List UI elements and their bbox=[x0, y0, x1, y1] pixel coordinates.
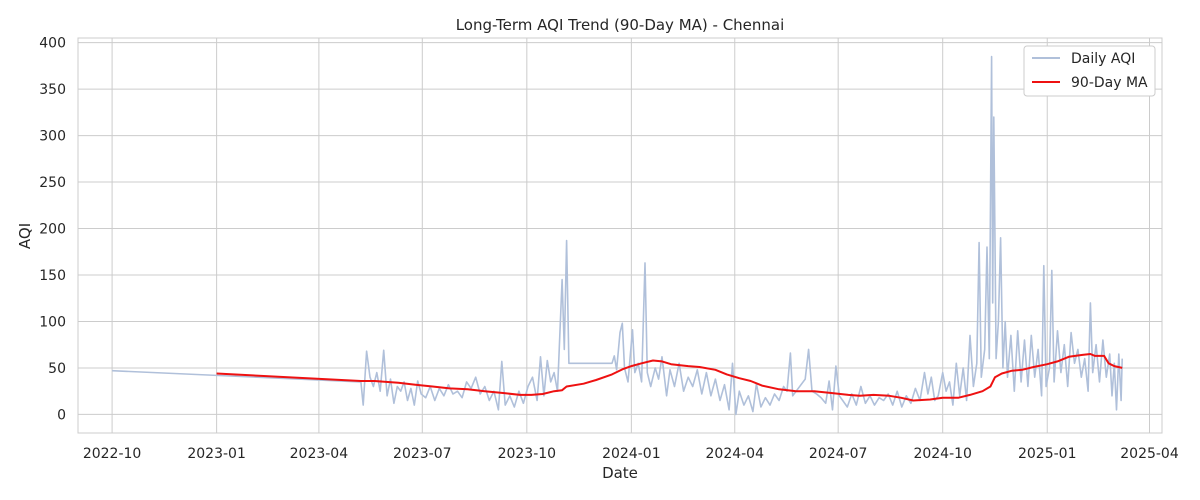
y-tick-label: 100 bbox=[39, 314, 66, 330]
y-tick-label: 350 bbox=[39, 82, 66, 98]
x-tick-label: 2022-10 bbox=[83, 446, 142, 462]
grid-lines bbox=[78, 38, 1162, 433]
y-tick-label: 300 bbox=[39, 129, 66, 145]
y-axis-label: AQI bbox=[16, 223, 34, 249]
legend-label-90-day-ma: 90-Day MA bbox=[1071, 75, 1148, 91]
y-tick-label: 50 bbox=[48, 361, 66, 377]
x-tick-label: 2023-07 bbox=[393, 446, 452, 462]
chart-legend: Daily AQI 90-Day MA bbox=[1023, 45, 1156, 97]
x-tick-label: 2024-10 bbox=[913, 446, 972, 462]
x-tick-label: 2023-01 bbox=[187, 446, 246, 462]
y-tick-label: 150 bbox=[39, 268, 66, 284]
x-tick-label: 2024-04 bbox=[706, 446, 765, 462]
series-line-daily-aqi bbox=[112, 55, 1123, 416]
x-axis-label: Date bbox=[602, 464, 638, 482]
legend-label-daily-aqi: Daily AQI bbox=[1071, 51, 1135, 67]
x-tick-label: 2023-10 bbox=[498, 446, 557, 462]
y-tick-label: 0 bbox=[57, 407, 66, 423]
series-lines bbox=[112, 55, 1123, 416]
series-line-90-day-ma bbox=[216, 353, 1123, 402]
x-tick-label: 2024-01 bbox=[602, 446, 661, 462]
x-tick-label: 2024-07 bbox=[809, 446, 868, 462]
x-tick-label: 2025-04 bbox=[1120, 446, 1179, 462]
y-axis-ticks: 0 50 100 150 200 250 300 350 400 bbox=[39, 36, 66, 424]
x-tick-label: 2023-04 bbox=[290, 446, 349, 462]
y-tick-label: 400 bbox=[39, 36, 66, 52]
chart-title: Long-Term AQI Trend (90-Day MA) - Chenna… bbox=[456, 16, 785, 34]
y-tick-label: 250 bbox=[39, 175, 66, 191]
x-axis-ticks: 2022-10 2023-01 2023-04 2023-07 2023-10 2024-… bbox=[83, 446, 1179, 462]
x-tick-label: 2025-01 bbox=[1018, 446, 1077, 462]
y-tick-label: 200 bbox=[39, 222, 66, 238]
